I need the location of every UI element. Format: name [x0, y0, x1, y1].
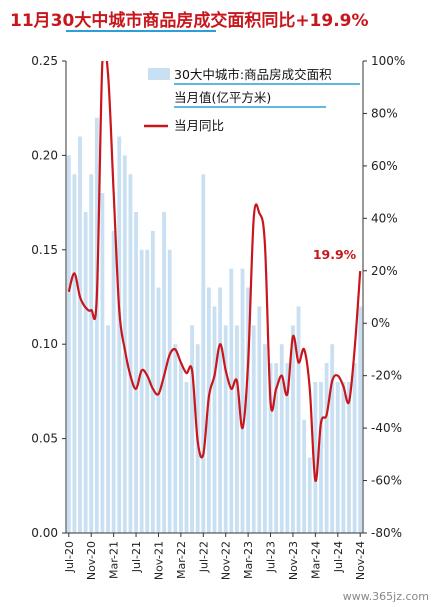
yoy-line: [67, 61, 362, 482]
bar-Sep-23: [279, 344, 284, 533]
bar-Apr-24: [319, 381, 323, 533]
title-underline: [66, 30, 216, 32]
bar-May-24: [324, 363, 329, 533]
bar-Jul-21: [134, 212, 138, 534]
bar-Jun-21: [128, 174, 133, 533]
x-tick-label: Jul-20: [63, 541, 76, 573]
bar-Dec-22: [229, 268, 234, 533]
x-tick-label: Nov-21: [152, 541, 165, 580]
bar-Sep-24: [347, 381, 351, 533]
bar-Nov-20: [89, 174, 94, 533]
annotation-label: 19.9%: [313, 247, 357, 262]
watermark: www.365jz.com: [342, 590, 429, 603]
bar-Mar-22: [178, 363, 183, 533]
bar-Nov-21: [156, 287, 161, 533]
x-tick-label: Nov-23: [287, 541, 300, 580]
right-tick-label: 40%: [371, 211, 398, 225]
x-tick-label: Jul-21: [130, 541, 143, 573]
chart-title: 11月30大中城市商品房成交面积同比+19.9%: [10, 11, 369, 31]
bar-Oct-24: [352, 363, 357, 533]
right-tick-label: 100%: [371, 54, 405, 68]
left-tick-label: 0.25: [31, 54, 58, 68]
left-axis-ticks: 0.00 0.05 0.10 0.15 0.20 0.25: [31, 54, 66, 540]
bar-Oct-22: [218, 287, 223, 533]
bar-May-22: [190, 325, 194, 533]
right-tick-label: -80%: [371, 526, 402, 540]
x-tick-label: Jul-23: [265, 541, 278, 573]
bar-Mar-21: [111, 230, 116, 534]
left-tick-label: 0.20: [31, 148, 58, 162]
bar-Aug-21: [139, 249, 144, 534]
bar-Dec-23: [296, 306, 301, 533]
bar-Nov-23: [291, 325, 295, 533]
right-tick-label: -60%: [371, 474, 402, 488]
bar-Feb-21: [106, 325, 110, 533]
legend-bar-swatch: [148, 68, 170, 80]
bar-Sep-20: [78, 136, 82, 533]
bar-Aug-23: [274, 363, 279, 533]
axes: [65, 61, 364, 534]
bar-Mar-23: [246, 287, 251, 533]
x-tick-label: Mar-24: [309, 541, 322, 579]
bar-Oct-21: [150, 230, 155, 534]
bar-Jul-22: [201, 174, 206, 533]
right-tick-label: 0%: [371, 316, 390, 330]
bar-Apr-21: [117, 136, 122, 533]
legend-line-label: 当月同比: [174, 118, 224, 133]
left-tick-label: 0.05: [31, 432, 58, 446]
bar-Feb-23: [240, 268, 245, 533]
bar-Jul-24: [335, 381, 340, 533]
right-tick-label: 20%: [371, 264, 398, 278]
bar-Jun-23: [263, 344, 267, 533]
bar-Nov-22: [223, 325, 228, 533]
bar-Oct-23: [285, 363, 290, 533]
x-tick-label: Nov-22: [220, 541, 233, 580]
left-tick-label: 0.10: [31, 337, 58, 351]
bar-Apr-22: [184, 381, 189, 533]
bar-Mar-24: [313, 381, 318, 533]
bar-Jan-23: [235, 325, 239, 533]
left-tick-label: 0.00: [31, 526, 58, 540]
bar-Jan-24: [302, 419, 307, 533]
bar-Dec-20: [94, 117, 99, 533]
right-tick-label: -20%: [371, 369, 402, 383]
right-tick-label: 60%: [371, 159, 398, 173]
bar-Jun-24: [330, 344, 335, 533]
bar-Oct-20: [83, 212, 88, 534]
left-tick-label: 0.15: [31, 243, 58, 257]
bar-Sep-21: [145, 249, 150, 534]
bar-Aug-20: [72, 174, 77, 533]
bar-Aug-22: [206, 287, 211, 533]
right-tick-label: 80%: [371, 106, 398, 120]
bar-May-23: [257, 306, 262, 533]
bar-Nov-24: [358, 306, 363, 533]
line-series: [67, 61, 362, 482]
x-tick-label: Mar-21: [108, 541, 121, 579]
bar-Apr-23: [251, 325, 256, 533]
bar-Jul-20: [66, 155, 71, 533]
bar-Feb-24: [307, 457, 312, 533]
x-tick-label: Nov-24: [354, 541, 367, 580]
x-tick-label: Jul-22: [197, 541, 210, 573]
bar-Jan-21: [100, 193, 105, 533]
x-tick-label: Mar-22: [175, 541, 188, 579]
bar-Jul-23: [268, 363, 273, 533]
x-tick-label: Nov-20: [85, 541, 98, 580]
bar-Sep-22: [212, 306, 217, 533]
x-axis-ticks: Jul-20 Nov-20 Mar-21 Jul-21 Nov-21 Mar-22 Jul-…: [63, 533, 367, 580]
right-axis-ticks: -80% -60% -40% -20% 0% 20% 40% 60% 80% 100%: [363, 54, 405, 540]
chart-area: 0.00 0.05 0.10 0.15 0.20 0.25 -80% -60% -40% -20…: [31, 54, 405, 580]
legend-bar-label-line2: 当月值(亿平方米): [174, 90, 271, 105]
x-tick-label: Jul-24: [332, 541, 345, 573]
right-tick-label: -40%: [371, 421, 402, 435]
bar-Jan-22: [167, 249, 172, 534]
x-tick-label: Mar-23: [242, 541, 255, 579]
legend-bar-label-line1: 30大中城市:商品房成交面积: [174, 67, 332, 82]
bar-Feb-22: [173, 344, 178, 533]
bar-Aug-24: [341, 381, 346, 533]
